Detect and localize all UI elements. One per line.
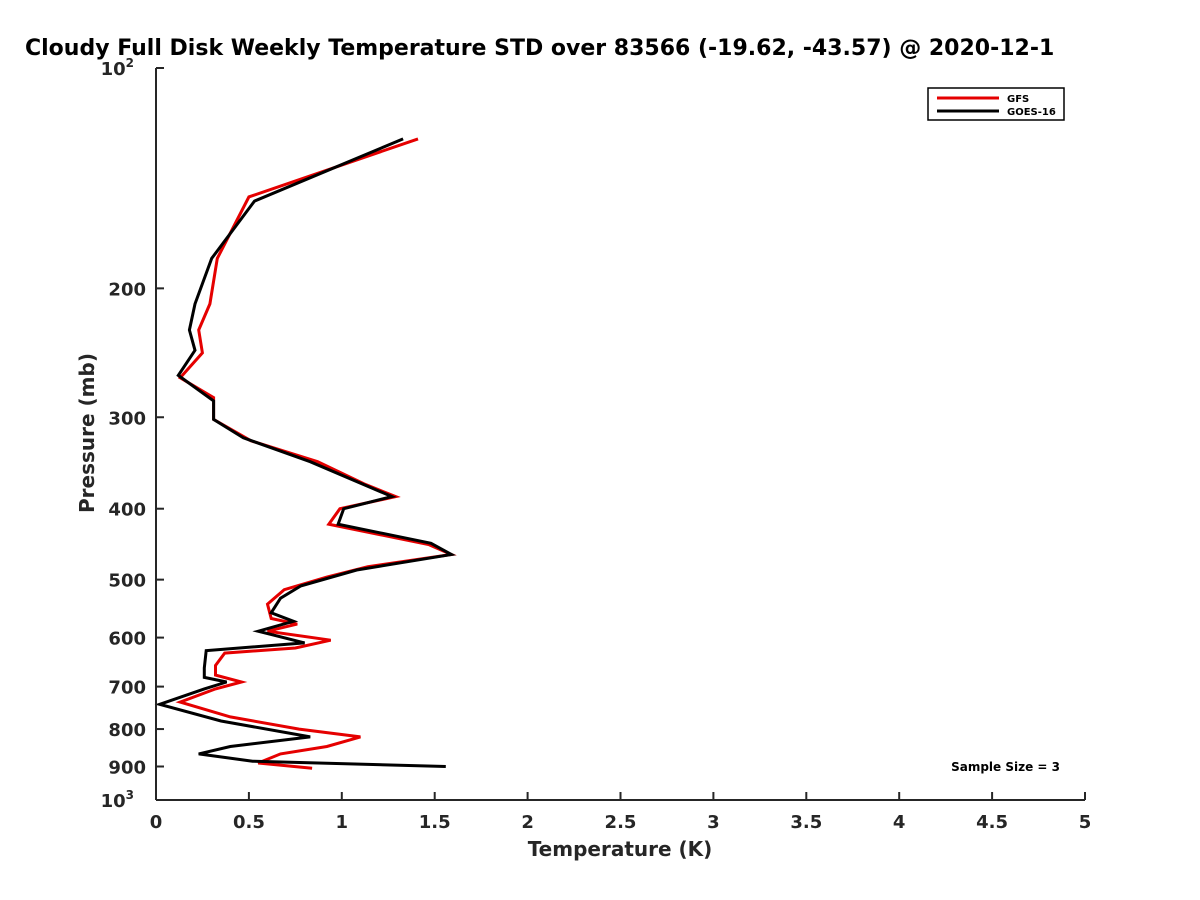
x-tick-label: 0 (150, 812, 163, 833)
plot-area (154, 137, 457, 770)
legend-label-gfs: GFS (1007, 94, 1029, 105)
series-line-gfs (175, 137, 457, 770)
chart-title: Cloudy Full Disk Weekly Temperature STD … (25, 36, 1054, 61)
y-tick-label: 102 (101, 56, 134, 80)
y-tick-label: 500 (108, 571, 146, 592)
y-tick-label: 400 (108, 500, 146, 521)
x-tick-label: 0.5 (233, 812, 265, 833)
y-tick-label: 103 (101, 788, 134, 812)
x-axis: 0 0.5 1 1.5 2 2.5 3 3.5 4 4.5 5 (150, 792, 1092, 833)
y-axis-label: Pressure (mb) (75, 353, 99, 513)
series-line-goes-16 (154, 137, 456, 768)
x-tick-label: 5 (1079, 812, 1092, 833)
x-tick-label: 3.5 (790, 812, 822, 833)
legend: GFS GOES-16 (927, 87, 1065, 121)
x-tick-label: 2.5 (605, 812, 637, 833)
legend-box (927, 87, 1065, 121)
y-tick-label: 700 (108, 678, 146, 699)
sample-size-annotation: Sample Size = 3 (951, 760, 1060, 774)
y-tick-label: 800 (108, 720, 146, 741)
x-tick-label: 2 (521, 812, 534, 833)
x-tick-label: 1 (336, 812, 349, 833)
y-tick-label: 600 (108, 629, 146, 650)
legend-label-goes-16: GOES-16 (1007, 107, 1056, 118)
y-tick-label: 300 (108, 408, 146, 429)
y-tick-label: 200 (108, 279, 146, 300)
x-axis-label: Temperature (K) (528, 837, 713, 861)
x-tick-label: 3 (707, 812, 720, 833)
y-tick-label: 900 (108, 758, 146, 779)
x-tick-label: 4 (893, 812, 906, 833)
y-axis: 102 200 300 400 500 600 700 800 900 103 (101, 56, 164, 812)
x-tick-label: 1.5 (419, 812, 451, 833)
x-tick-label: 4.5 (976, 812, 1008, 833)
